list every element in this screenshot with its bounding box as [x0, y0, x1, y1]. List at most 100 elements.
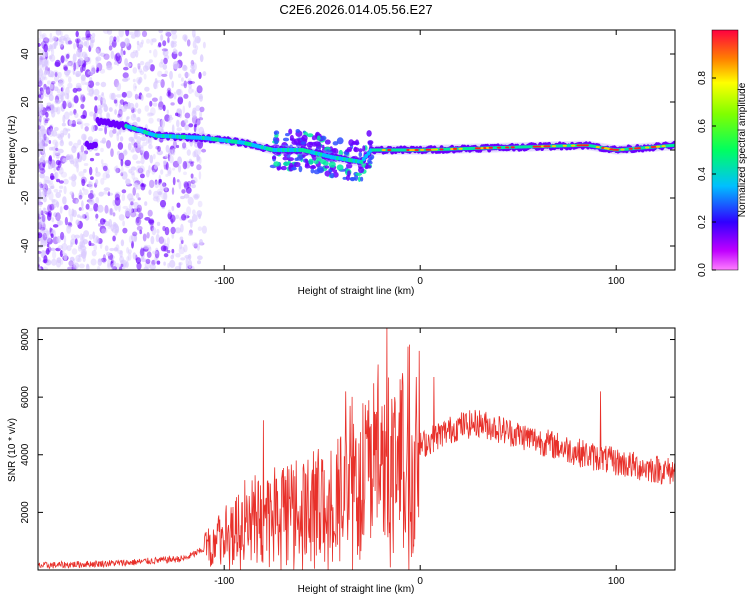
- spectrogram-noise-blob: [170, 102, 175, 106]
- colorbar-ticks: 0.0 0.2 0.4 0.6 0.8: [697, 71, 716, 277]
- spectrogram-noise-blob: [58, 167, 63, 171]
- spectrogram-cluster-blob: [328, 161, 336, 168]
- spectrogram-noise-blob: [115, 94, 123, 98]
- spectrogram-noise-blob: [89, 166, 93, 176]
- spectrogram-noise-blob: [163, 57, 168, 65]
- spectrogram-noise-blob: [64, 92, 69, 100]
- spectrogram-noise-blob: [46, 230, 50, 237]
- spectrogram-noise-blob: [183, 171, 187, 176]
- spectrogram-noise-blob: [53, 126, 59, 132]
- spectrogram-noise-blob: [68, 141, 73, 146]
- spectrogram-noise-blob: [188, 81, 196, 84]
- spectrogram-noise-blob: [74, 112, 79, 119]
- spectrogram-noise-blob: [52, 35, 58, 42]
- spectrogram-cluster-blob: [273, 138, 278, 142]
- spectrogram-noise-blob: [176, 88, 182, 96]
- spectrogram-noise-blob: [38, 220, 41, 228]
- spectrogram-noise-blob: [98, 223, 102, 227]
- spectrogram-noise-blob: [47, 37, 54, 43]
- spectrogram-noise-blob: [119, 41, 127, 48]
- spectrogram-noise-blob: [126, 90, 133, 99]
- spectrogram-noise-blob: [43, 175, 50, 182]
- spectrogram-noise-blob: [38, 48, 42, 53]
- spectrogram-noise-blob: [49, 203, 55, 211]
- spectrogram-noise-blob: [109, 208, 113, 216]
- snr-xtick-label: 100: [608, 576, 625, 587]
- spectrogram-noise-blob: [158, 107, 163, 111]
- spectrogram-noise-blob: [130, 201, 134, 206]
- spectrogram-noise-blob: [42, 151, 46, 158]
- spectrogram-band-core: [361, 156, 366, 162]
- spectrogram-noise-blob: [84, 126, 89, 132]
- spectrogram-noise-blob: [148, 246, 152, 252]
- spectrogram-noise-blob: [140, 146, 144, 154]
- spectrogram-cluster-blob: [283, 161, 290, 166]
- spectrogram-cluster-blob: [293, 161, 301, 168]
- spectrogram-noise-blob: [53, 73, 60, 82]
- spectrogram-noise-blob: [137, 167, 144, 174]
- spectrogram-noise-blob: [152, 153, 156, 160]
- spectrogram-noise-blob: [188, 160, 195, 164]
- spectrogram-noise-blob: [61, 250, 65, 255]
- spectrogram-noise-blob: [108, 207, 114, 216]
- spectrogram-noise-blob: [156, 188, 163, 195]
- spectrogram-noise-blob: [85, 203, 90, 210]
- spectrogram-noise-blob: [162, 104, 166, 112]
- spectrogram-noise-blob: [192, 40, 197, 49]
- spectrogram-noise-blob: [136, 216, 140, 224]
- spectrogram-noise-blob: [87, 70, 94, 76]
- spectrogram-noise-blob: [61, 91, 66, 96]
- spectrogram-noise-blob: [201, 148, 207, 153]
- spectrogram-noise-blob: [50, 186, 55, 189]
- spectrogram-noise-blob: [133, 201, 139, 209]
- spectrogram-noise-blob: [80, 94, 86, 103]
- spectrogram-noise-blob: [104, 125, 107, 135]
- spectrogram-noise-blob: [191, 30, 196, 38]
- spectrogram-noise-blob: [157, 191, 163, 196]
- spectrogram-noise-blob: [148, 136, 153, 146]
- spectrogram-noise-blob: [89, 243, 95, 247]
- spectrogram-noise-blob: [43, 83, 47, 90]
- spectrogram-noise-blob: [134, 30, 139, 37]
- spectrogram-noise-blob: [101, 92, 104, 96]
- spectrogram-noise-blob: [82, 255, 86, 263]
- spectrogram-cluster-blob: [317, 166, 324, 173]
- spectrogram-peak: [645, 146, 650, 149]
- spectrogram-noise-blob: [102, 165, 108, 172]
- spectrogram-noise-blob: [163, 245, 169, 252]
- spectrogram-noise-blob: [182, 105, 186, 114]
- spectrogram-noise-blob: [147, 244, 151, 250]
- spectrogram-peak: [661, 145, 666, 148]
- spectrogram-noise-blob: [112, 235, 116, 242]
- spectrogram-noise-blob: [187, 259, 193, 269]
- spectrogram-noise-blob: [38, 73, 41, 82]
- spectrogram-noise-blob: [114, 197, 121, 206]
- spectrogram-noise-blob: [75, 156, 79, 164]
- spectrogram-noise-blob: [149, 154, 154, 164]
- spectrogram-xtick-label: -100: [214, 276, 234, 287]
- spectrogram-noise-blob: [113, 61, 118, 65]
- spectrogram-noise-blob: [59, 206, 63, 214]
- spectrogram-noise-blob: [110, 262, 117, 270]
- spectrogram-noise-blob: [70, 242, 73, 248]
- spectrogram-noise-blob: [73, 62, 77, 72]
- spectrogram-noise-blob: [130, 166, 137, 171]
- spectrogram-noise-blob: [87, 136, 93, 142]
- spectrogram-cluster-blob: [296, 156, 303, 161]
- spectrogram-cluster-blob: [274, 131, 278, 135]
- spectrogram-noise-blob: [97, 94, 101, 101]
- spectrogram-noise-blob: [52, 224, 59, 228]
- spectrogram-noise-blob: [69, 103, 74, 108]
- spectrogram-noise-blob: [54, 71, 58, 78]
- spectrogram-cluster-blob: [282, 156, 289, 161]
- spectrogram-noise-blob: [40, 240, 47, 247]
- spectrogram-noise-blob: [44, 139, 49, 147]
- spectrogram-noise-blob: [72, 209, 77, 218]
- spectrogram-noise-blob: [101, 97, 106, 106]
- spectrogram-noise-blob: [198, 171, 202, 180]
- spectrogram-noise-blob: [42, 37, 50, 44]
- spectrogram-noise-blob: [124, 159, 131, 167]
- spectrogram-noise-blob: [132, 177, 139, 185]
- spectrogram-noise-blob: [164, 226, 170, 236]
- spectrogram-ylabel: Frequency (Hz): [7, 116, 18, 185]
